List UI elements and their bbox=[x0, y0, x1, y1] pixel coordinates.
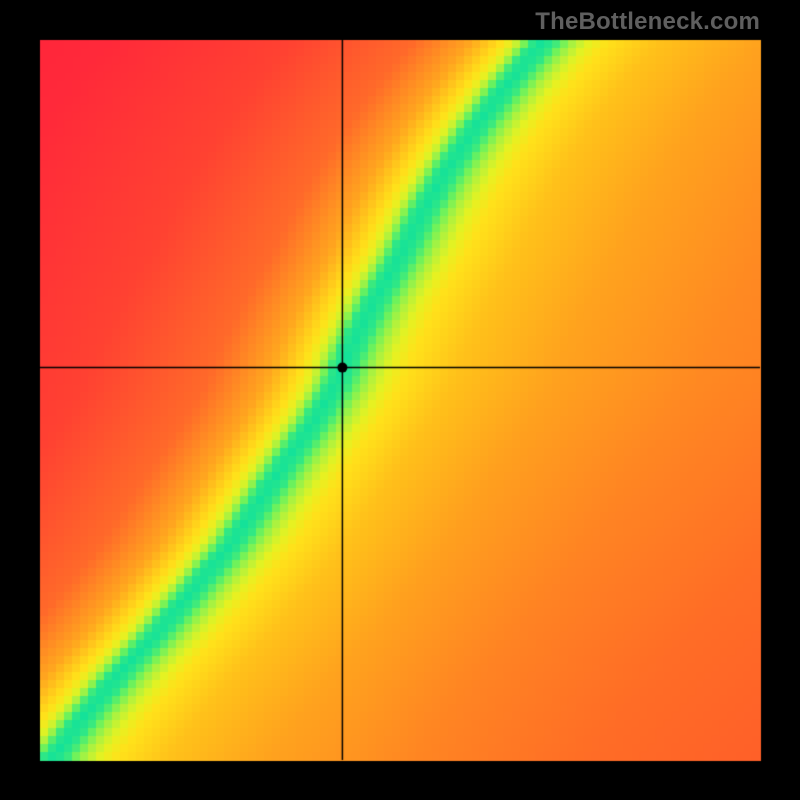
stage: TheBottleneck.com bbox=[0, 0, 800, 800]
bottleneck-heatmap bbox=[0, 0, 800, 800]
